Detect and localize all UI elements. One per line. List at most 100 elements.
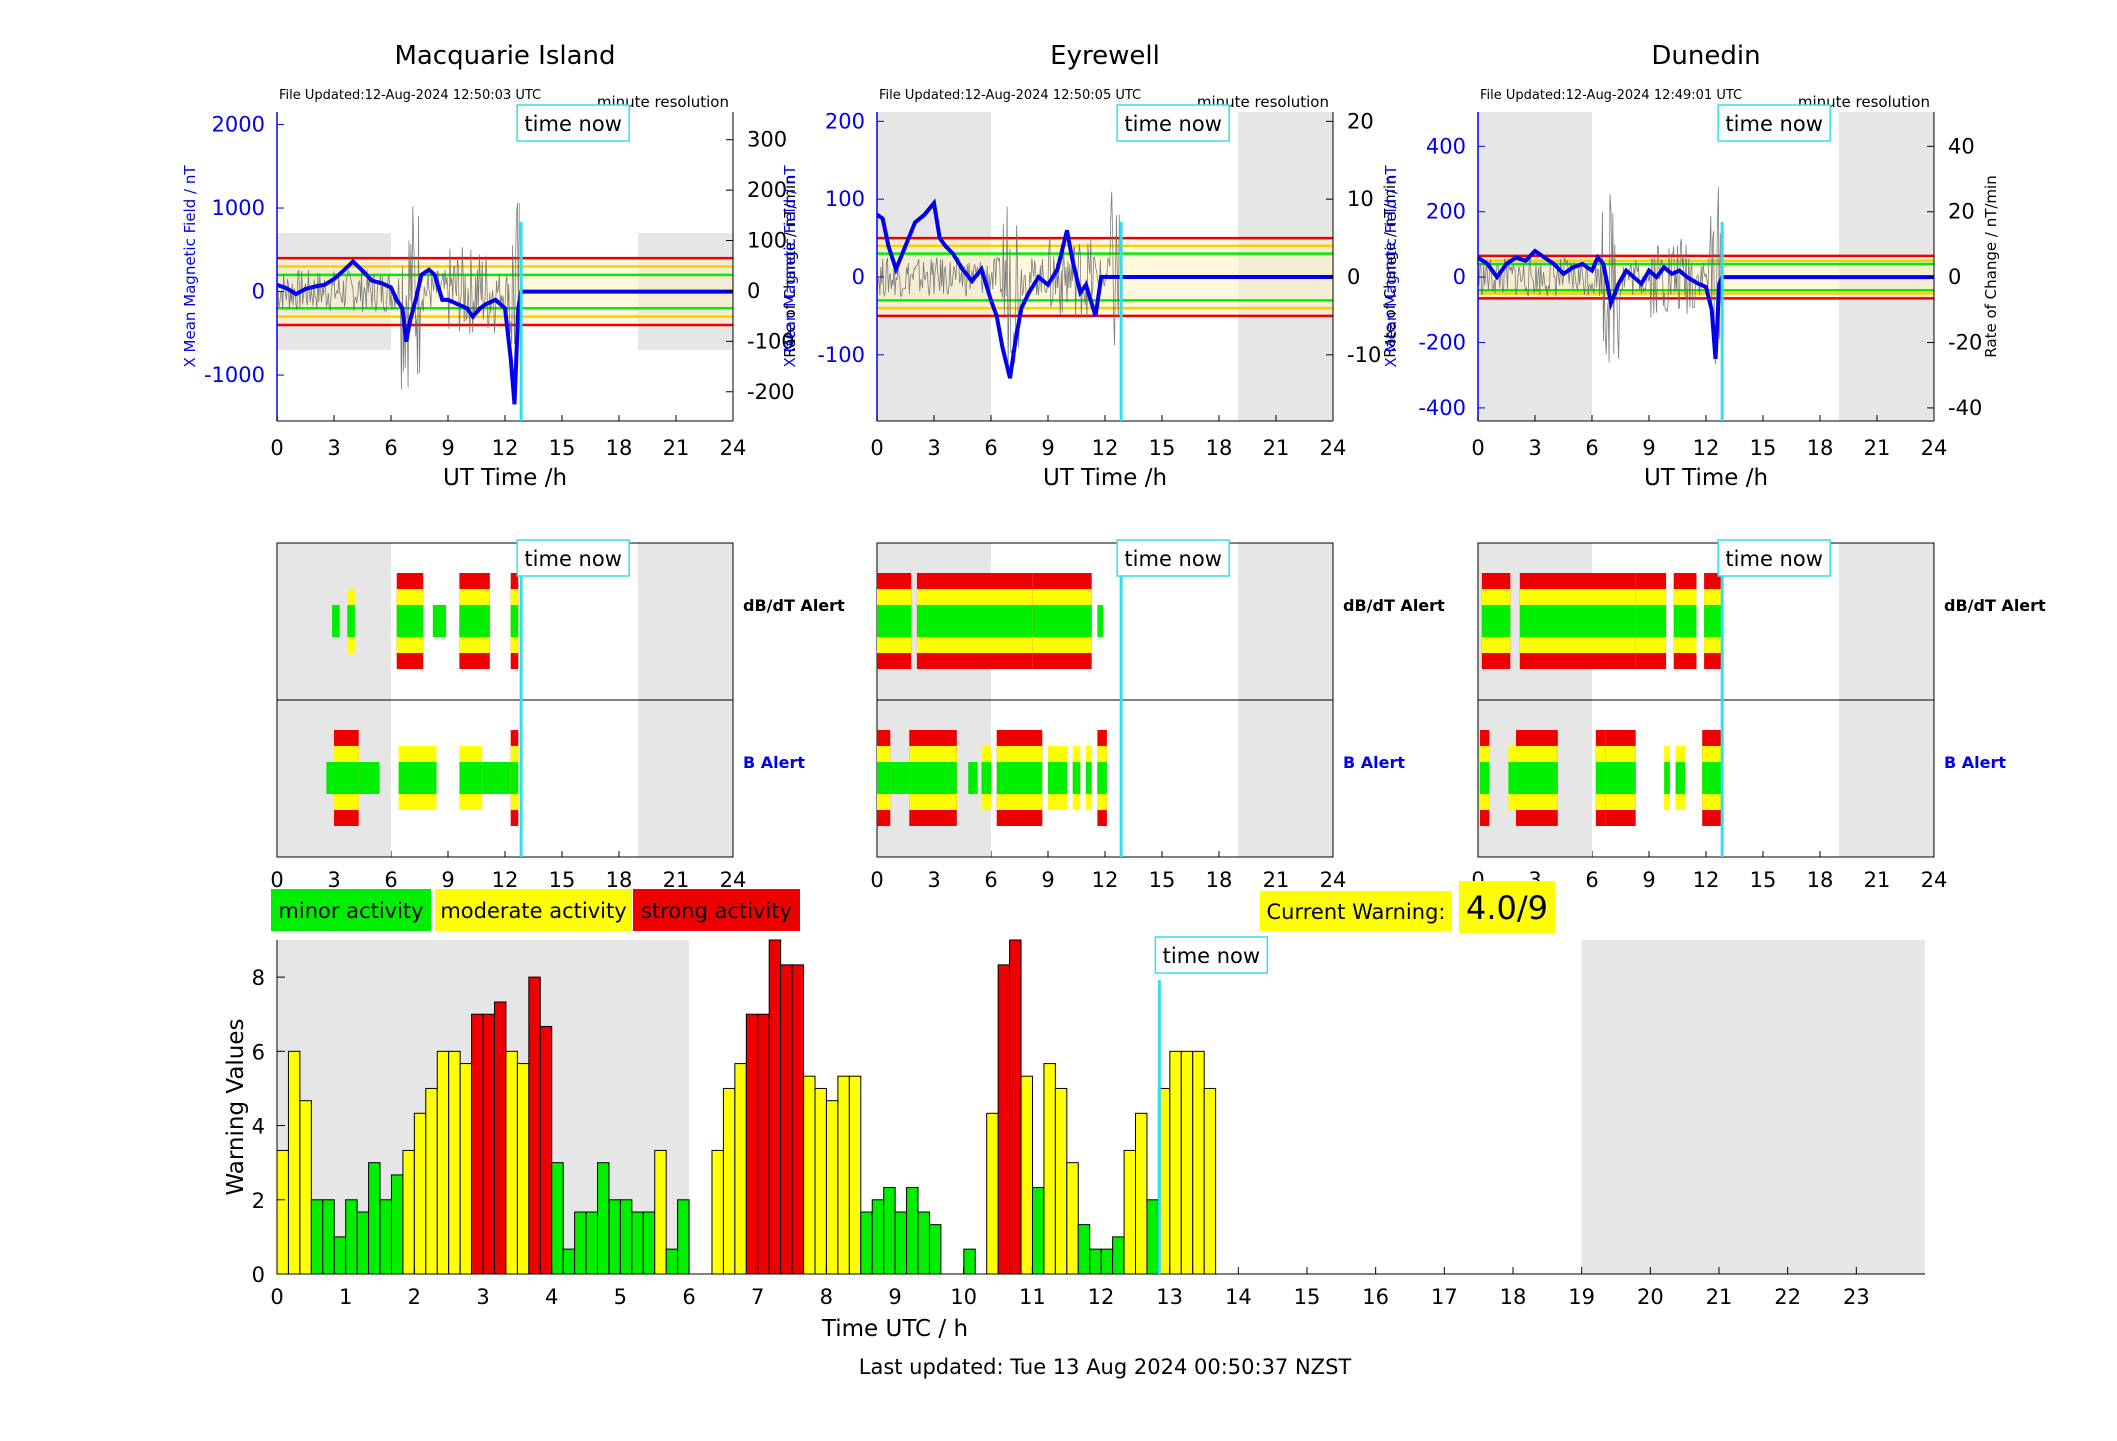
warning-bar (516, 1063, 530, 1275)
warning-bar (425, 1087, 438, 1275)
current-warning-label: Current Warning: (1267, 900, 1446, 924)
left-tick-label: -100 (817, 343, 865, 367)
dbdt-alert-bar-minor (916, 605, 1033, 637)
left-axis-label: X Mean Magnetic Field / nT (181, 165, 199, 368)
y-axis-label: Warning Values (223, 1018, 249, 1195)
left-tick-label: 2000 (212, 113, 265, 137)
right-tick-label: -100 (747, 329, 795, 353)
rate-of-change-line (876, 191, 1120, 368)
x-tick-label: 6 (1585, 868, 1598, 892)
b-alert-bar-minor (1097, 762, 1107, 794)
time-now-box (1717, 104, 1831, 142)
dbdt-alert-bar-minor (1673, 605, 1697, 637)
warning-bar (493, 1001, 507, 1275)
time-now-label: time now (1163, 944, 1260, 968)
warning-bar (471, 1013, 484, 1275)
b-alert-bar-minor (1595, 762, 1606, 794)
warning-bar (436, 1050, 450, 1275)
b-alert-bar-minor (398, 762, 420, 794)
x-tick-label: 21 (663, 868, 690, 892)
b-alert-bar-minor (1072, 762, 1081, 794)
warning-bar (642, 1211, 656, 1275)
x-tick-label: 18 (1206, 436, 1233, 460)
warning-bar (711, 1149, 724, 1275)
warning-bar (322, 1199, 335, 1275)
dbdt-alert-bar-minor (1519, 605, 1636, 637)
right-tick-label: 100 (747, 229, 787, 253)
x-tick-label: 0 (870, 868, 883, 892)
warning-bar (997, 964, 1011, 1275)
b-alert-bar-minor (909, 762, 957, 794)
left-tick-label: 0 (852, 265, 865, 289)
warning-bar (390, 1174, 404, 1275)
x-axis-label: UT Time /h (1644, 465, 1768, 491)
warning-bar (1089, 1248, 1102, 1275)
x-tick-label: 12 (492, 868, 519, 892)
legend-swatch (435, 889, 632, 931)
right-tick-label: 200 (747, 178, 787, 202)
warning-bar (562, 1248, 576, 1275)
warning-bar (814, 1087, 827, 1275)
y-tick-label: 2 (252, 1189, 265, 1213)
right-tick-label: 20 (1347, 109, 1374, 133)
b-alert-bar-minor (877, 762, 891, 794)
x-tick-label: 0 (270, 1285, 283, 1309)
warning-bar (1066, 1162, 1079, 1275)
x-tick-label: 12 (1092, 436, 1119, 460)
warning-bar (963, 1248, 976, 1275)
x-tick-label: 21 (663, 436, 690, 460)
warning-bar (1112, 1236, 1125, 1275)
time-now-label: time now (524, 112, 621, 136)
warning-bar (734, 1063, 747, 1275)
warning-bar (333, 1236, 347, 1275)
right-tick-label: 0 (1948, 265, 1961, 289)
warning-bar (574, 1211, 587, 1275)
night-shade (1581, 940, 1925, 1274)
warning-bar (1100, 1248, 1114, 1275)
time-now-box (1154, 936, 1269, 974)
warning-bar (345, 1199, 358, 1275)
b-alert-label: B Alert (1343, 753, 1405, 772)
warning-bar (368, 1162, 381, 1275)
b-alert-bar-minor (459, 762, 483, 794)
x-tick-label: 12 (1693, 436, 1720, 460)
warning-bar (551, 1162, 564, 1275)
left-tick-label: -1000 (204, 363, 265, 387)
right-tick-label: 300 (747, 128, 787, 152)
x-tick-label: 12 (1088, 1285, 1115, 1309)
time-now-box (1717, 539, 1831, 577)
x-tick-label: 5 (614, 1285, 627, 1309)
file-updated: File Updated:12-Aug-2024 12:50:03 UTC (279, 88, 541, 103)
warning-bar (287, 1050, 301, 1275)
warning-bar (379, 1199, 392, 1275)
x-tick-label: 3 (927, 868, 940, 892)
x-tick-label: 12 (1693, 868, 1720, 892)
right-axis-label: Rate of Change / nT/min (781, 175, 799, 357)
b-alert-bar-minor (1605, 762, 1636, 794)
dbdt-alert-label: dB/dT Alert (1343, 596, 1445, 615)
x-tick-label: 16 (1362, 1285, 1389, 1309)
warning-bar (459, 1063, 473, 1275)
time-now-label: time now (1725, 547, 1822, 571)
b-alert-bar-minor (334, 762, 359, 794)
left-tick-label: 400 (1426, 134, 1466, 158)
warning-bar (276, 1149, 289, 1275)
x-tick-label: 21 (1263, 436, 1290, 460)
warning-bar (837, 1075, 850, 1275)
x-tick-label: 11 (1019, 1285, 1046, 1309)
x-tick-label: 0 (1471, 436, 1484, 460)
b-alert-bar-minor (326, 762, 334, 794)
warning-bar (654, 1149, 667, 1275)
left-tick-label: 100 (825, 187, 865, 211)
x-tick-label: 17 (1431, 1285, 1458, 1309)
station-title: Eyrewell (1050, 41, 1160, 71)
b-alert-bar-minor (510, 762, 519, 794)
x-tick-label: 0 (270, 436, 283, 460)
x-tick-label: 12 (1092, 868, 1119, 892)
y-tick-label: 8 (252, 966, 265, 990)
left-tick-label: 1000 (212, 196, 265, 220)
b-alert-bar-minor (1086, 762, 1092, 794)
b-alert-bar-minor (996, 762, 1043, 794)
x-tick-label: 0 (270, 868, 283, 892)
x-tick-label: 3 (327, 868, 340, 892)
